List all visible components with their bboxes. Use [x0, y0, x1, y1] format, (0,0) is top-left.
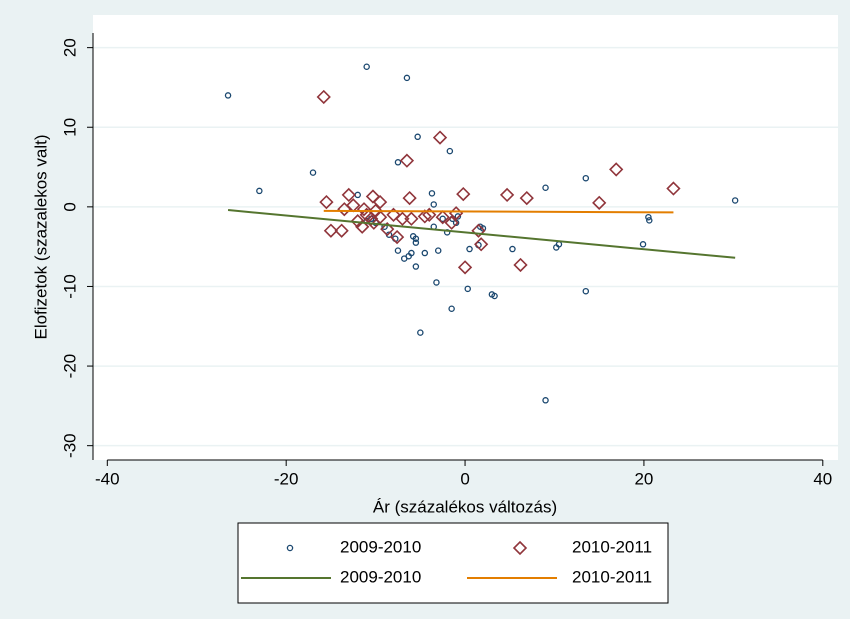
- y-axis-title: Elofizetok (szazalekos valt): [31, 134, 50, 339]
- circle-marker: [439, 215, 446, 223]
- circle-marker: [433, 279, 440, 286]
- y-tick-label: 20: [60, 38, 79, 57]
- diamond-marker: [372, 194, 388, 210]
- diamond-marker: [350, 214, 365, 229]
- diamond-marker: [399, 153, 415, 168]
- circle-marker: [491, 292, 498, 300]
- y-tick-label: 10: [60, 118, 79, 137]
- diamond-marker: [512, 540, 528, 556]
- y-tick-label: -30: [60, 433, 79, 458]
- diamond-marker: [417, 209, 432, 224]
- legend: [237, 522, 669, 604]
- diamond-marker: [432, 130, 448, 145]
- y-tick-label: -10: [60, 274, 79, 299]
- circle-marker: [434, 247, 442, 254]
- circle-marker: [256, 187, 263, 195]
- diamond-marker: [609, 162, 624, 177]
- diamond-marker: [316, 89, 331, 105]
- circle-marker: [363, 63, 370, 70]
- fit-line: [323, 209, 674, 214]
- x-tick-label: 0: [460, 469, 469, 488]
- diamond-marker: [356, 202, 372, 217]
- diamond-marker: [365, 189, 381, 204]
- circle-marker: [553, 244, 560, 251]
- circle-marker: [400, 255, 408, 262]
- circle-marker: [430, 201, 438, 208]
- plot-area: [93, 15, 838, 460]
- legend-label: 2009-2010: [340, 567, 421, 586]
- circle-marker: [409, 233, 417, 240]
- diamond-marker: [319, 194, 334, 210]
- diamond-marker: [366, 215, 381, 230]
- circle-marker: [403, 74, 411, 82]
- diamond-marker: [457, 260, 473, 275]
- diamond-marker: [519, 190, 534, 206]
- circle-marker: [309, 169, 317, 176]
- circle-marker: [446, 147, 454, 155]
- circle-marker: [464, 285, 471, 293]
- circle-marker: [414, 133, 421, 141]
- diamond-marker: [474, 237, 489, 252]
- circle-marker: [286, 544, 294, 552]
- x-tick-label: 40: [813, 469, 832, 488]
- circle-marker: [428, 190, 436, 197]
- circle-marker: [645, 213, 652, 221]
- circle-marker: [582, 287, 590, 295]
- x-tick-label: 20: [634, 469, 653, 488]
- x-axis-title: Ár (százalékos változás): [373, 497, 557, 516]
- y-tick-label: 0: [60, 202, 79, 211]
- circle-marker: [412, 239, 420, 246]
- x-tick-label: -40: [95, 469, 120, 488]
- circle-marker: [394, 247, 402, 254]
- y-tick-label: -20: [60, 354, 79, 379]
- legend-label: 2009-2010: [340, 537, 421, 556]
- diamond-marker: [389, 229, 405, 245]
- fit-line: [227, 209, 736, 259]
- circle-marker: [412, 263, 420, 270]
- circle-marker: [394, 159, 402, 166]
- diamond-marker: [380, 222, 395, 237]
- circle-marker: [542, 184, 549, 191]
- x-tick-label: -20: [274, 469, 299, 488]
- diamond-marker: [435, 210, 450, 225]
- circle-marker: [639, 241, 647, 248]
- circle-marker: [448, 305, 455, 312]
- circle-marker: [454, 213, 462, 220]
- circle-marker: [224, 92, 232, 99]
- circle-marker: [542, 397, 549, 404]
- legend-label: 2010-2011: [572, 567, 652, 586]
- circle-marker: [479, 225, 487, 232]
- diamond-marker: [666, 181, 681, 196]
- circle-marker: [509, 245, 516, 253]
- diamond-marker: [513, 257, 528, 273]
- legend-label: 2010-2011: [572, 537, 652, 556]
- circle-marker: [646, 217, 653, 224]
- diamond-marker: [456, 186, 471, 202]
- diamond-marker: [323, 223, 339, 238]
- diamond-marker: [404, 211, 419, 226]
- circle-marker: [731, 197, 739, 204]
- diamond-marker: [402, 190, 417, 206]
- diamond-marker: [355, 219, 370, 234]
- diamond-marker: [422, 207, 437, 222]
- circle-marker: [466, 245, 473, 253]
- circle-marker: [417, 329, 424, 336]
- diamond-marker: [386, 207, 401, 222]
- diamond-marker: [341, 187, 356, 203]
- diamond-marker: [592, 195, 607, 211]
- diamond-marker: [334, 223, 349, 238]
- circle-marker: [582, 174, 590, 182]
- diamond-marker: [444, 215, 459, 230]
- circle-marker: [421, 249, 429, 257]
- diamond-marker: [337, 202, 352, 217]
- diamond-marker: [471, 223, 486, 238]
- diamond-marker: [499, 187, 515, 203]
